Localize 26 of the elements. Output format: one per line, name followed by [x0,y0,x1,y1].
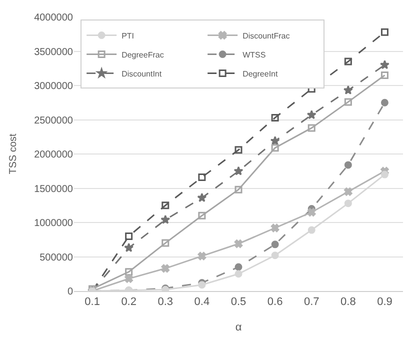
y-tick-label: 500000 [40,252,74,264]
x-axis-title: α [235,321,242,334]
y-tick-label: 2000000 [34,150,74,160]
legend-label: DegreeInt [242,69,278,78]
legend-label: DiscountFrac [242,31,290,40]
x-tick-label: 0.5 [230,296,246,308]
y-tick-label: 0 [67,286,74,298]
legend-label: WTSS [242,50,266,60]
legend-label: PTI [122,31,134,40]
y-tick-label: 2500000 [34,115,74,126]
x-tick-label: 0.6 [267,296,283,308]
y-tick-label: 4000000 [34,12,74,24]
y-tick-label: 1000000 [34,218,74,229]
x-tick-label: 0.3 [158,296,174,308]
y-tick-label: 3500000 [34,46,74,58]
x-tick-label: 0.1 [84,296,100,308]
x-tick-label: 0.7 [304,296,320,308]
x-tick-label: 0.2 [121,296,136,308]
y-tick-label: 1500000 [34,184,74,195]
x-tick-label: 0.8 [340,296,356,308]
y-axis-title: TSS cost [8,134,20,174]
x-tick-label: 0.9 [377,296,392,308]
legend-label: DiscountInt [122,69,162,78]
y-tick-label: 3000000 [34,81,74,92]
legend-label: DegreeFrac [122,50,164,60]
x-tick-label: 0.4 [194,296,210,308]
